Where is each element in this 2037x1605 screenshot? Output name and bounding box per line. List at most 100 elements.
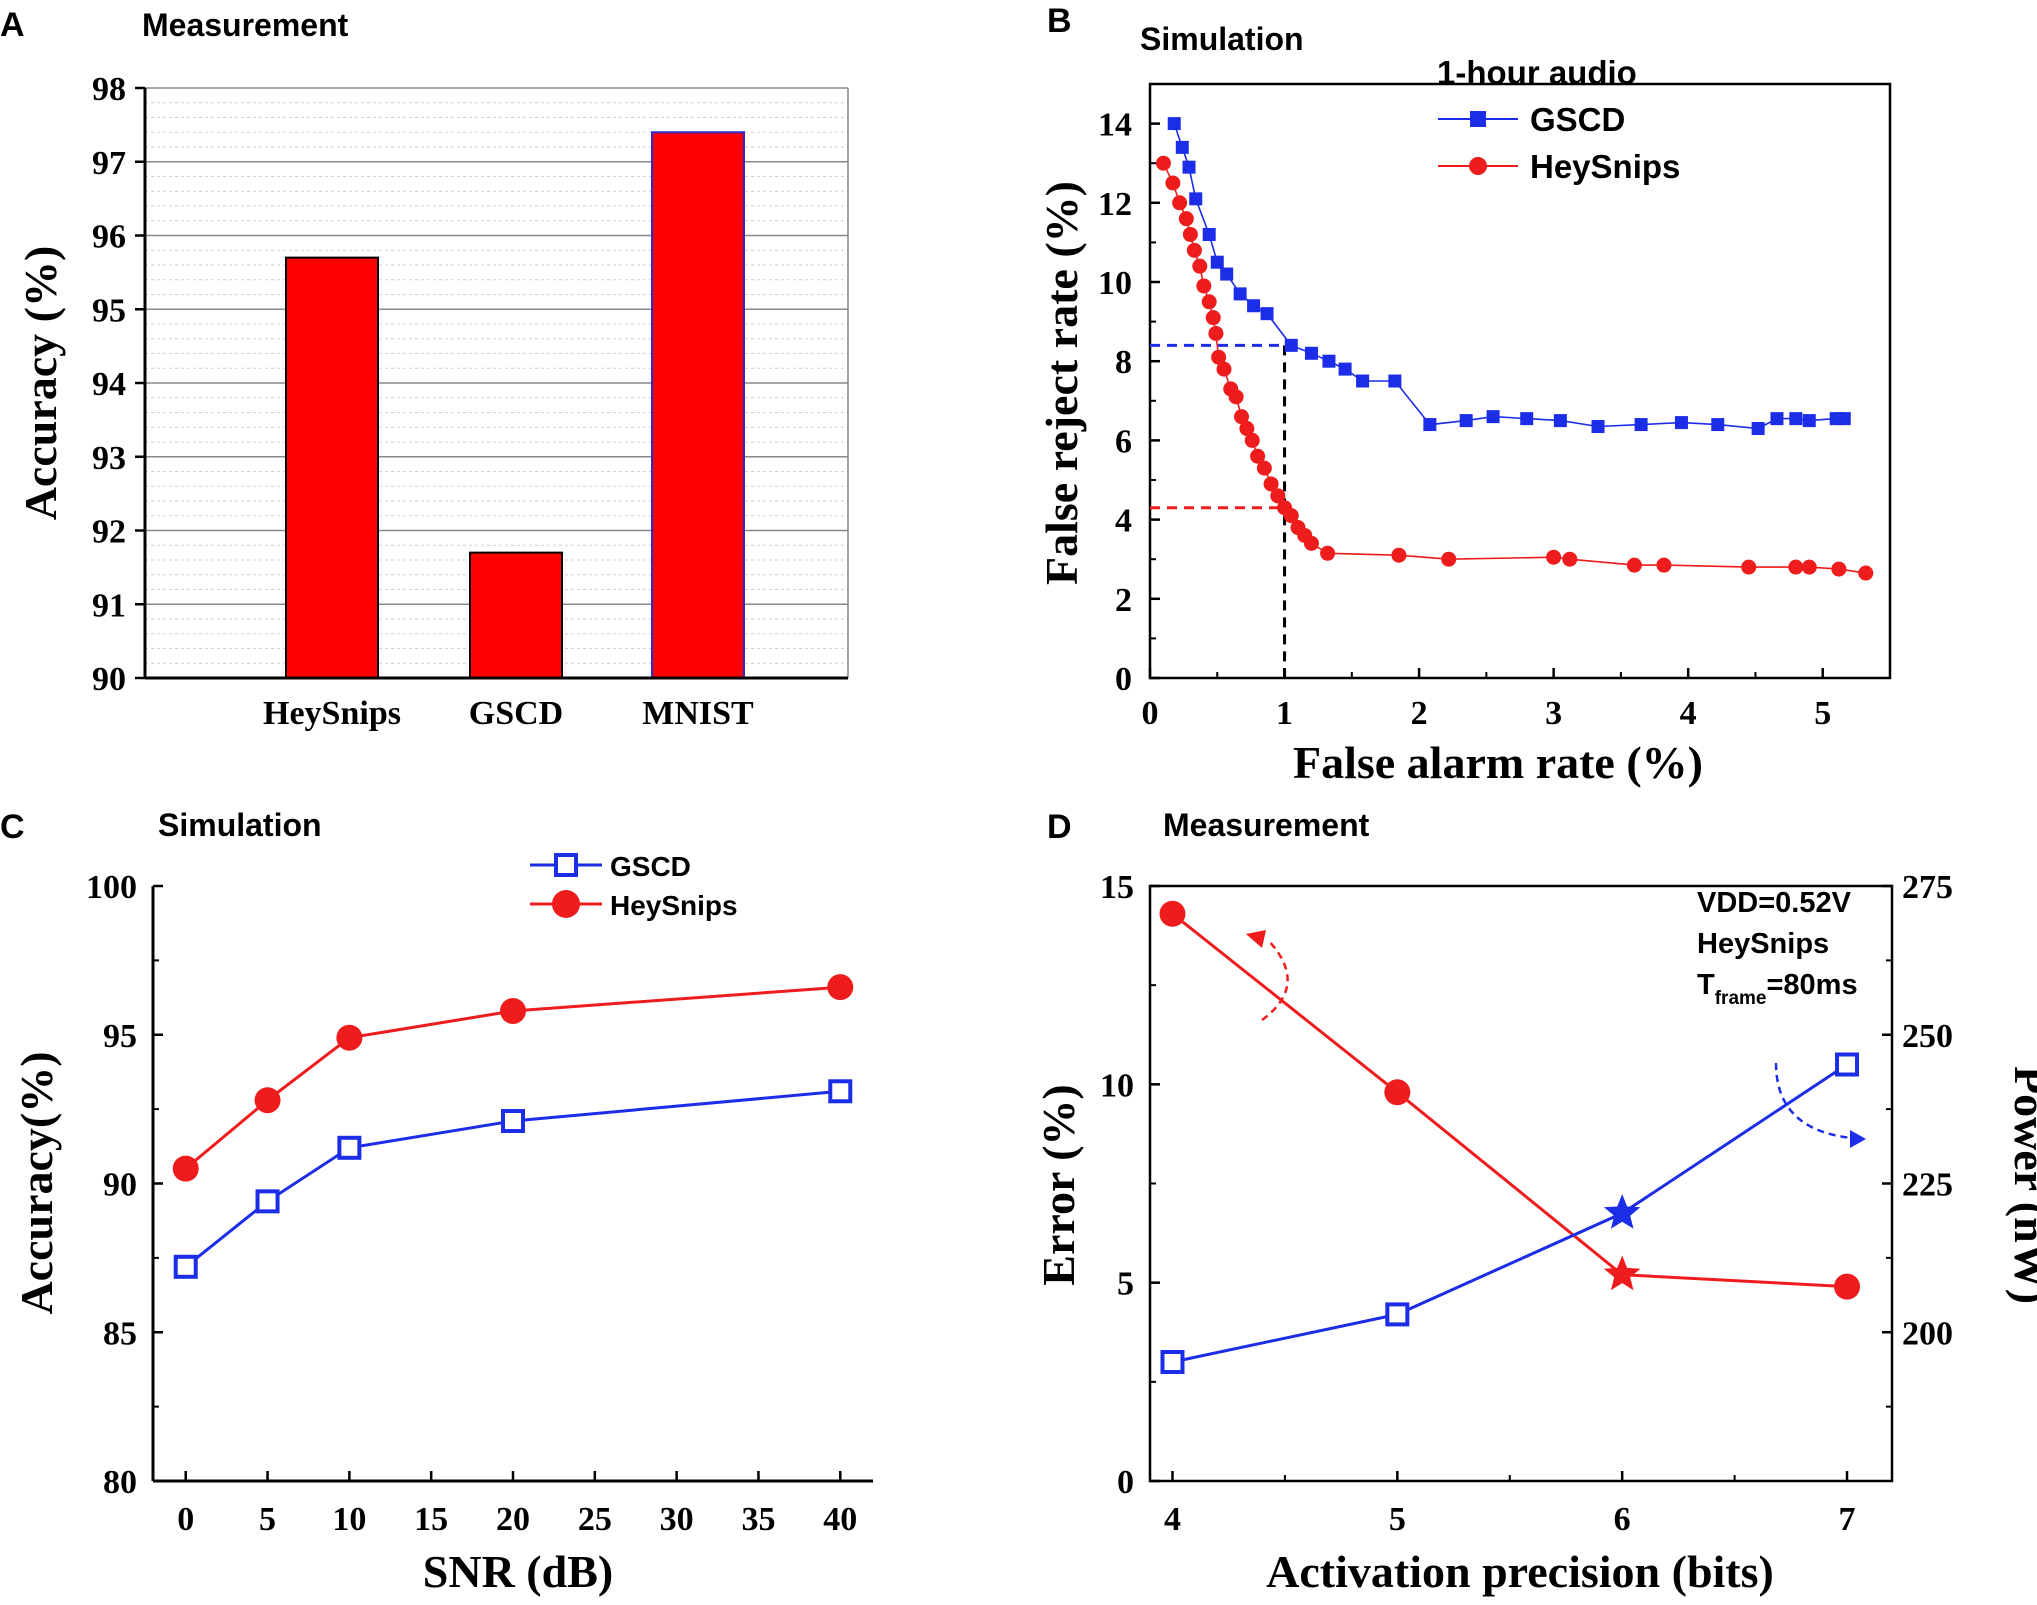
annotation-tframe-rest: =80ms — [1766, 969, 1857, 1001]
point-heysnips — [1239, 421, 1255, 437]
point-gscd — [173, 1254, 198, 1279]
y-tick-label: 10 — [1100, 1067, 1134, 1104]
legend-heysnips-marker — [1469, 157, 1487, 175]
x-tick-label: 0 — [1142, 695, 1159, 732]
annotation-vdd: VDD=0.52V — [1697, 887, 1852, 919]
panel-a: A Measurement 90 91 92 93 94 95 96 97 98 HeySnip… — [0, 6, 849, 732]
annotation-tframe-base: T — [1697, 969, 1715, 1001]
point-gscd — [1247, 299, 1261, 313]
point-heysnips — [1831, 561, 1847, 577]
y-tick-label: 92 — [92, 514, 126, 551]
point-gscd — [1388, 374, 1402, 388]
y-tick-label: 95 — [92, 292, 126, 329]
legend-c-gscd-label: GSCD — [610, 851, 691, 882]
y-tick-label: 96 — [92, 219, 126, 256]
point-heysnips — [1208, 325, 1224, 341]
legend-heysnips-label: HeySnips — [1530, 148, 1680, 185]
y2-tick-label: 200 — [1902, 1315, 1953, 1352]
x-tick-label: 30 — [660, 1501, 694, 1538]
series-line-gscd — [1173, 123, 1845, 430]
y-tick-label: 6 — [1115, 423, 1132, 460]
annotation-tframe-sub: frame — [1715, 988, 1767, 1009]
point-gscd — [1837, 412, 1851, 426]
right-axis-arrow — [1774, 1062, 1853, 1140]
point-gscd — [1634, 418, 1648, 432]
legend-c-gscd-marker — [554, 853, 578, 877]
y-tick-label: 97 — [92, 145, 126, 182]
panel-b-frame — [1148, 82, 1892, 680]
panel-c-y-label: Accuracy(%) — [11, 1051, 62, 1314]
y-tick-label: 95 — [103, 1018, 137, 1055]
point-gscd — [1338, 362, 1352, 376]
y-tick-label: 12 — [1098, 186, 1132, 223]
bar-heysnips — [285, 256, 379, 679]
point-error — [1384, 1079, 1411, 1106]
point-gscd — [1789, 412, 1803, 426]
point-power — [1385, 1302, 1410, 1327]
point-gscd — [1711, 418, 1725, 432]
y-tick-label: 93 — [92, 440, 126, 477]
point-gscd — [1304, 346, 1318, 360]
panel-d: D Measurement 4 5 6 7 0 5 10 15 200 225 250 275 Act… — [1033, 807, 2037, 1597]
point-power — [1160, 1350, 1185, 1374]
point-gscd — [1459, 414, 1473, 428]
panel-a-categories: HeySnips GSCD MNIST — [263, 695, 754, 732]
y2-tick-label: 225 — [1902, 1167, 1953, 1204]
category-label-heysnips: HeySnips — [263, 695, 401, 732]
point-gscd — [337, 1135, 362, 1160]
point-gscd — [1591, 420, 1605, 434]
point-gscd — [1175, 140, 1189, 154]
y-tick-label: 4 — [1115, 503, 1132, 540]
panel-a-subtitle: Measurement — [142, 7, 349, 43]
point-heysnips — [1303, 535, 1319, 551]
point-heysnips — [1788, 559, 1804, 575]
point-heysnips — [1244, 432, 1260, 448]
point-heysnips — [1192, 258, 1208, 274]
series-line-power — [1172, 1063, 1848, 1364]
x-tick-label: 1 — [1276, 695, 1293, 732]
point-heysnips — [1211, 349, 1227, 365]
panel-d-arrows — [1246, 930, 1866, 1148]
point-gscd — [1356, 374, 1370, 388]
point-heysnips — [1546, 549, 1562, 565]
y-tick-label: 8 — [1115, 344, 1132, 381]
point-heysnips — [1196, 278, 1212, 294]
panel-d-y-label: Error (%) — [1033, 1084, 1084, 1285]
y2-tick-label: 250 — [1902, 1018, 1953, 1055]
point-error — [1834, 1273, 1861, 1300]
series-line-error — [1171, 912, 1848, 1289]
point-gscd — [1322, 354, 1336, 368]
point-heysnips — [254, 1087, 281, 1114]
x-tick-label: 20 — [496, 1501, 530, 1538]
point-heysnips — [1172, 195, 1188, 211]
legend-title: 1-hour audio — [1437, 54, 1637, 91]
panel-b-legend: 1-hour audio GSCD HeySnips — [1437, 54, 1680, 185]
legend-c-heysnips-marker — [552, 890, 580, 918]
point-heysnips — [336, 1024, 363, 1051]
panel-d-annotation: VDD=0.52V HeySnips Tframe=80ms — [1697, 887, 1858, 1009]
point-gscd — [1202, 227, 1216, 241]
point-gscd — [1233, 287, 1247, 301]
panel-b-series — [1155, 117, 1874, 581]
point-heysnips — [1320, 545, 1336, 561]
y-tick-label: 15 — [1100, 869, 1134, 906]
point-gscd — [1553, 414, 1567, 428]
panel-c-ticks: 0 5 10 15 20 25 30 35 40 80 85 90 95 100 — [86, 869, 857, 1538]
point-gscd — [1423, 418, 1437, 432]
panel-a-y-label: Accuracy (%) — [15, 246, 66, 521]
point-gscd — [1520, 412, 1534, 426]
y-tick-label: 80 — [103, 1464, 137, 1501]
point-heysnips — [1182, 226, 1198, 242]
y-tick-label: 0 — [1117, 1464, 1134, 1501]
point-gscd — [1260, 307, 1274, 321]
point-gscd — [1167, 117, 1181, 131]
panel-b-guides — [1150, 343, 1287, 678]
point-heysnips — [1201, 294, 1217, 310]
x-tick-label: 25 — [578, 1501, 612, 1538]
panel-c-legend: GSCD HeySnips — [530, 851, 738, 921]
point-heysnips — [1205, 310, 1221, 326]
legend-c-heysnips-label: HeySnips — [610, 890, 738, 921]
panel-b-y-label: False reject rate (%) — [1036, 181, 1087, 585]
